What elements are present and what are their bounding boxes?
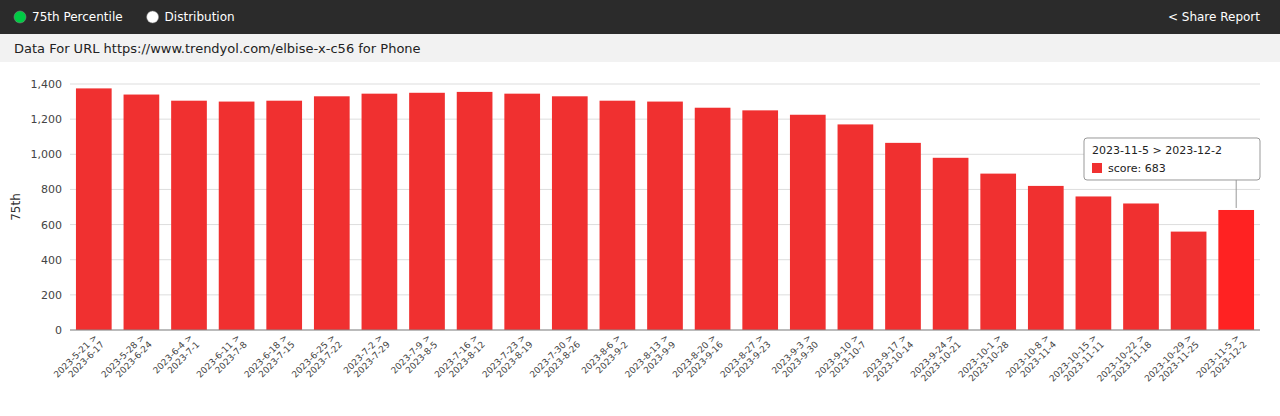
bar	[266, 101, 302, 330]
x-tick-label: 2023-5-21 >2023-6-17	[52, 332, 106, 386]
share-report: < Share Report	[1168, 10, 1260, 24]
bar	[1076, 196, 1112, 330]
y-tick-label: 600	[41, 219, 62, 232]
y-tick-label: 1,000	[31, 148, 63, 161]
x-tick-label: 2023-6-25 >2023-7-22	[290, 332, 344, 386]
bar	[219, 102, 255, 330]
x-tick-label: 2023-7-23 >2023-8-19	[480, 332, 535, 387]
chart: 75th Percentile Distribution < Share Repor…	[0, 0, 1280, 416]
x-tick-label-line: 2023-7-29	[352, 339, 392, 379]
bar	[600, 101, 636, 330]
x-tick-label: 2023-7-30 >2023-8-26	[528, 332, 583, 387]
x-tick-label: 2023-8-13 >2023-9-9	[623, 332, 678, 387]
x-tick-label-line: 2023-9-23	[733, 339, 773, 379]
tooltip-title: 2023-11-5 > 2023-12-2	[1092, 144, 1222, 157]
x-tick-label: 2023-8-27 >2023-9-23	[718, 332, 772, 386]
y-tick-label: 1,400	[31, 78, 63, 91]
x-tick-label: 2023-7-16 >2023-8-12	[433, 332, 487, 386]
x-tick-label-line: 2023-8-26	[542, 339, 582, 379]
bar	[1218, 210, 1254, 330]
x-tick-label: 2023-6-18 >2023-7-15	[242, 332, 296, 386]
bar	[124, 95, 160, 330]
x-tick-label-line: 2023-10-21	[919, 339, 963, 383]
bar	[1123, 203, 1159, 330]
bar	[409, 93, 445, 330]
x-tick-label: 2023-10-15 >2023-11-11	[1047, 332, 1105, 390]
x-tick-label: 2023-8-20 >2023-9-16	[671, 332, 726, 387]
tooltip-box	[1084, 138, 1260, 180]
bar	[695, 108, 731, 330]
x-tick-label-line: 2023-12-2	[1209, 339, 1249, 379]
bar	[504, 94, 540, 330]
bar	[171, 101, 207, 330]
tooltip-swatch	[1092, 163, 1102, 173]
x-tick-label: 2023-9-10 >2023-10-7	[813, 332, 867, 386]
grid-line	[70, 330, 1260, 331]
grid	[70, 84, 1260, 330]
x-tick-label: 2023-6-4 >2023-7-1	[151, 332, 201, 382]
x-tick-label-line: 2023-11-25	[1157, 339, 1201, 383]
bar	[742, 110, 778, 330]
bar	[76, 88, 112, 330]
bars	[76, 88, 1254, 330]
tooltip: 2023-11-5 > 2023-12-2 score: 683	[1084, 138, 1260, 208]
x-tick-label-line: 2023-6-24	[114, 339, 154, 379]
tooltip-pointer	[1236, 180, 1237, 208]
y-axis-label: 75th	[9, 193, 23, 221]
y-tick-label: 400	[41, 254, 62, 267]
y-tick-label: 200	[41, 289, 62, 302]
bar	[838, 124, 874, 330]
x-tick-label: 2023-9-3 >2023-9-30	[770, 332, 821, 383]
x-tick-label: 2023-7-9 >2023-8-5	[389, 332, 439, 382]
y-tick-label: 1,200	[31, 113, 63, 126]
bar	[457, 92, 493, 330]
legend-marker	[14, 11, 26, 23]
bar	[790, 115, 826, 330]
bar	[933, 158, 969, 330]
x-tick-label: 2023-8-6 >2023-9-2	[579, 332, 629, 382]
bar	[552, 96, 588, 330]
x-tick-label-line: 2023-10-28	[967, 339, 1011, 383]
x-tick-label: 2023-9-24 >2023-10-21	[909, 332, 963, 386]
x-axis-line	[70, 330, 1260, 331]
bar	[314, 96, 350, 330]
header-bar	[0, 0, 1280, 34]
x-tick-label: 2023-7-2 >2023-7-29	[341, 332, 392, 383]
title-bar	[0, 34, 1280, 62]
x-tick-label: 2023-9-17 >2023-10-14	[861, 332, 916, 387]
grid-line	[70, 84, 1260, 85]
x-tick-label-line: 2023-7-22	[304, 339, 344, 379]
legend-marker	[147, 11, 159, 23]
y-tick-label: 0	[55, 324, 62, 337]
x-tick-label: 2023-5-28 >2023-6-24	[99, 332, 154, 387]
bar	[362, 94, 398, 330]
bar	[980, 174, 1016, 330]
x-tick-label: 2023-10-22 >2023-11-18	[1095, 332, 1154, 391]
bar	[885, 143, 921, 330]
bar	[1028, 186, 1064, 330]
y-tick-label: 800	[41, 183, 62, 196]
title: Data For URL https://www.trendyol.com/el…	[14, 41, 421, 56]
x-tick-label: 2023-10-29 >2023-11-25	[1143, 332, 1201, 390]
legend-label: 75th Percentile	[32, 10, 123, 24]
x-tick-label: 2023-11-5 >2023-12-2	[1194, 332, 1248, 386]
tooltip-score: score: 683	[1108, 162, 1166, 175]
legend-label: Distribution	[165, 10, 235, 24]
bar	[647, 102, 683, 330]
x-tick-label-line: 2023-10-14	[871, 339, 915, 383]
x-tick-label: 2023-6-11 >2023-7-8	[195, 332, 250, 387]
bar	[1171, 232, 1207, 330]
x-tick-label: 2023-10-1 >2023-10-28	[956, 332, 1011, 387]
